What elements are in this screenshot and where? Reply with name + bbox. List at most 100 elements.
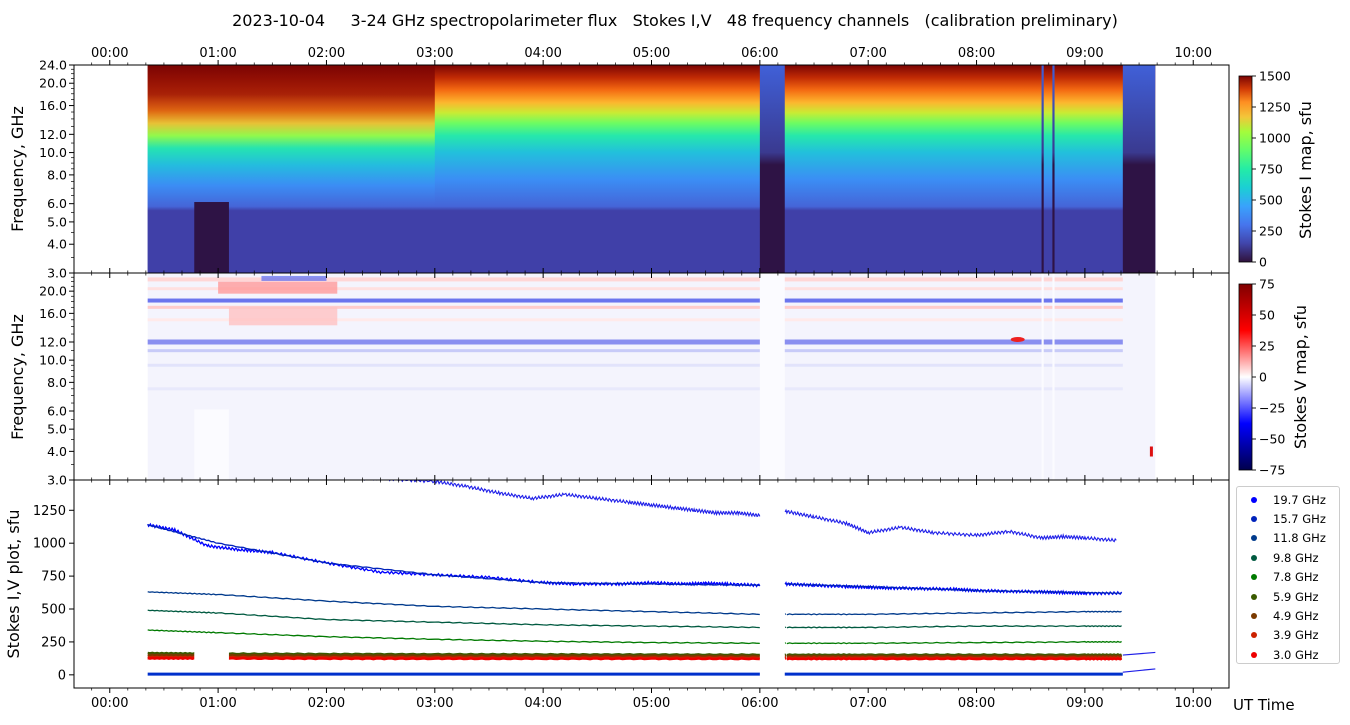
legend-marker: [1251, 516, 1257, 523]
legend-label: 19.7 GHz: [1273, 492, 1326, 507]
stokes-v-patch-1: [228, 307, 338, 326]
v-yaxis-tick-5: 10.0: [39, 353, 67, 368]
top-time-axis: 00:00 01:00 02:00 03:00 04:00 05:00 06:00 07:00…: [91, 46, 1212, 693]
legend-item: 3.9 GHz: [1237, 626, 1339, 645]
bottom-time-tick-2: 02:00: [308, 696, 345, 711]
i-yaxis-tick-3: 6.0: [47, 196, 67, 211]
v-yaxis-tick-6: 12.0: [39, 335, 67, 350]
series-line-9-8-GHz: [147, 609, 1122, 629]
legend-marker: [1251, 613, 1257, 620]
legend-item: 7.8 GHz: [1237, 568, 1339, 587]
stokes-plot-area: [147, 480, 1156, 676]
legend-marker: [1251, 574, 1257, 581]
stokes-v-colorbar-tick-6: −75: [1259, 463, 1285, 478]
x-axis-label: UT Time: [1233, 696, 1295, 714]
plot-ytick-1: 250: [41, 635, 66, 650]
stokes-i-colorbar-tick-3: 750: [1259, 162, 1283, 177]
v-yaxis-tick-7: 16.0: [39, 306, 67, 321]
stokes-i-colorbar-tick-0: 0: [1259, 255, 1267, 270]
bottom-time-tick-5: 05:00: [633, 696, 670, 711]
stokes-i-colorbar-tick-4: 1000: [1259, 131, 1291, 146]
legend-label: 11.8 GHz: [1273, 531, 1326, 546]
i-yaxis-tick-0: 3.0: [47, 266, 67, 281]
legend-item: 4.9 GHz: [1237, 606, 1339, 625]
legend-item: 15.7 GHz: [1237, 509, 1339, 528]
stokes-v-spot: [1010, 337, 1025, 343]
stokes-v-edge-mark: [1149, 446, 1153, 457]
legend-item: 9.8 GHz: [1237, 548, 1339, 567]
stokes-v-heatmap: [147, 273, 1156, 480]
legend-marker: [1251, 593, 1257, 600]
series-line-15-7-GHz: [147, 524, 1122, 595]
stokes-v-field: [147, 273, 1156, 480]
stokes-v-colorbar: 75 50 25 0 −25 −50 −75 Stokes V map, sfu: [1238, 277, 1310, 478]
stokes-v-band-3: [147, 305, 1123, 309]
stokes-v-gap-0: [194, 409, 229, 480]
top-time-tick-3: 03:00: [416, 46, 453, 61]
v-yaxis-tick-3: 6.0: [47, 404, 67, 419]
v-yaxis-tick-0: 3.0: [47, 473, 67, 488]
stokes-i-colorbar-tick-6: 1500: [1259, 69, 1291, 84]
stokes-i-colorbar-tick-1: 250: [1259, 224, 1283, 239]
stokes-v-gap-2: [1041, 273, 1044, 480]
bottom-time-tick-6: 06:00: [741, 696, 778, 711]
stokes-v-y-axis: 3.0 4.0 5.0 6.0 8.0 10.0 12.0 16.0 20.0: [39, 276, 74, 488]
stokes-v-colorbar-tick-4: −25: [1259, 401, 1285, 416]
legend-marker: [1251, 632, 1257, 639]
i-yaxis-tick-8: 20.0: [39, 76, 67, 91]
plot-ytick-2: 500: [41, 603, 66, 618]
stokes-i-y-axis: 3.0 4.0 5.0 6.0 8.0 10.0 12.0 16.0 20.0 24.0: [39, 58, 74, 281]
bottom-time-tick-9: 09:00: [1066, 696, 1103, 711]
top-time-tick-9: 09:00: [1066, 46, 1103, 61]
legend-label: 9.8 GHz: [1273, 550, 1319, 565]
stokes-v-colorbar-tick-5: −50: [1259, 432, 1285, 447]
v-yaxis-tick-1: 4.0: [47, 444, 67, 459]
v-yaxis-tick-8: 20.0: [39, 284, 67, 299]
bottom-time-tick-4: 04:00: [524, 696, 561, 711]
stokes-v-band-6: [147, 349, 1123, 353]
top-time-tick-10: 10:00: [1175, 46, 1212, 61]
i-yaxis-tick-1: 4.0: [47, 237, 67, 252]
i-yaxis-tick-7: 16.0: [39, 98, 67, 113]
i-yaxis-tick-4: 8.0: [47, 167, 67, 182]
top-time-tick-5: 05:00: [633, 46, 670, 61]
top-time-tick-4: 04:00: [524, 46, 561, 61]
legend-marker: [1251, 554, 1257, 561]
stokes-i-early-field: [147, 65, 435, 273]
stokes-i-gap-1: [759, 65, 785, 273]
plot-ytick-0: 0: [58, 668, 66, 683]
stokes-v-band-5: [147, 339, 1123, 345]
bottom-time-tick-0: 00:00: [91, 696, 128, 711]
i-yaxis-tick-5: 10.0: [39, 145, 67, 160]
v-yaxis-tick-4: 8.0: [47, 375, 67, 390]
legend-item: 19.7 GHz: [1237, 490, 1339, 509]
series-line-3-0-GHz: [147, 656, 1123, 661]
stokes-plot-panel: 0 250 500 750 1000 1250 Stokes I,V plot, sfu: [4, 479, 1230, 689]
stokes-i-gap-2: [1041, 65, 1044, 273]
series-line-4-9-GHz: [147, 653, 1123, 658]
stokes-v-patch-0: [218, 281, 338, 294]
upper-series-line: [342, 480, 1117, 543]
top-time-tick-2: 02:00: [308, 46, 345, 61]
stokes-v-colorbar-label: Stokes V map, sfu: [1291, 305, 1310, 449]
stokes-v-band-2: [147, 298, 1123, 303]
legend-item: 11.8 GHz: [1237, 529, 1339, 548]
stokes-v-ylabel: Frequency, GHz: [8, 314, 27, 440]
bottom-time-tick-10: 10:00: [1175, 696, 1212, 711]
legend-marker: [1251, 496, 1257, 503]
top-time-tick-7: 07:00: [849, 46, 886, 61]
stokes-i-colorbar-tick-5: 1250: [1259, 100, 1291, 115]
stokes-i-panel: 3.0 4.0 5.0 6.0 8.0 10.0 12.0 16.0 20.0 24.0 Freq…: [8, 58, 1230, 281]
stokes-i-colorbar: 0 250 500 750 1000 1250 1500 Stokes I map, sfu: [1238, 69, 1315, 270]
legend-label: 7.8 GHz: [1273, 570, 1319, 585]
legend-marker: [1251, 535, 1257, 542]
top-time-tick-0: 00:00: [91, 46, 128, 61]
stokes-i-colorbar-label: Stokes I map, sfu: [1296, 101, 1315, 239]
legend-label: 4.9 GHz: [1273, 609, 1319, 624]
chart-title: 2023-10-04 3-24 GHz spectropolarimeter f…: [232, 11, 1118, 30]
stokes-v-colorbar-tick-2: 25: [1259, 339, 1275, 354]
plot-ytick-3: 750: [41, 570, 66, 585]
legend: 19.7 GHz 15.7 GHz 11.8 GHz 9.8 GHz 7.8 GHz 5.…: [1236, 486, 1340, 664]
stokes-i-gap-4: [1122, 65, 1156, 273]
stokes-plot-ylabel: Stokes I,V plot, sfu: [4, 510, 23, 659]
